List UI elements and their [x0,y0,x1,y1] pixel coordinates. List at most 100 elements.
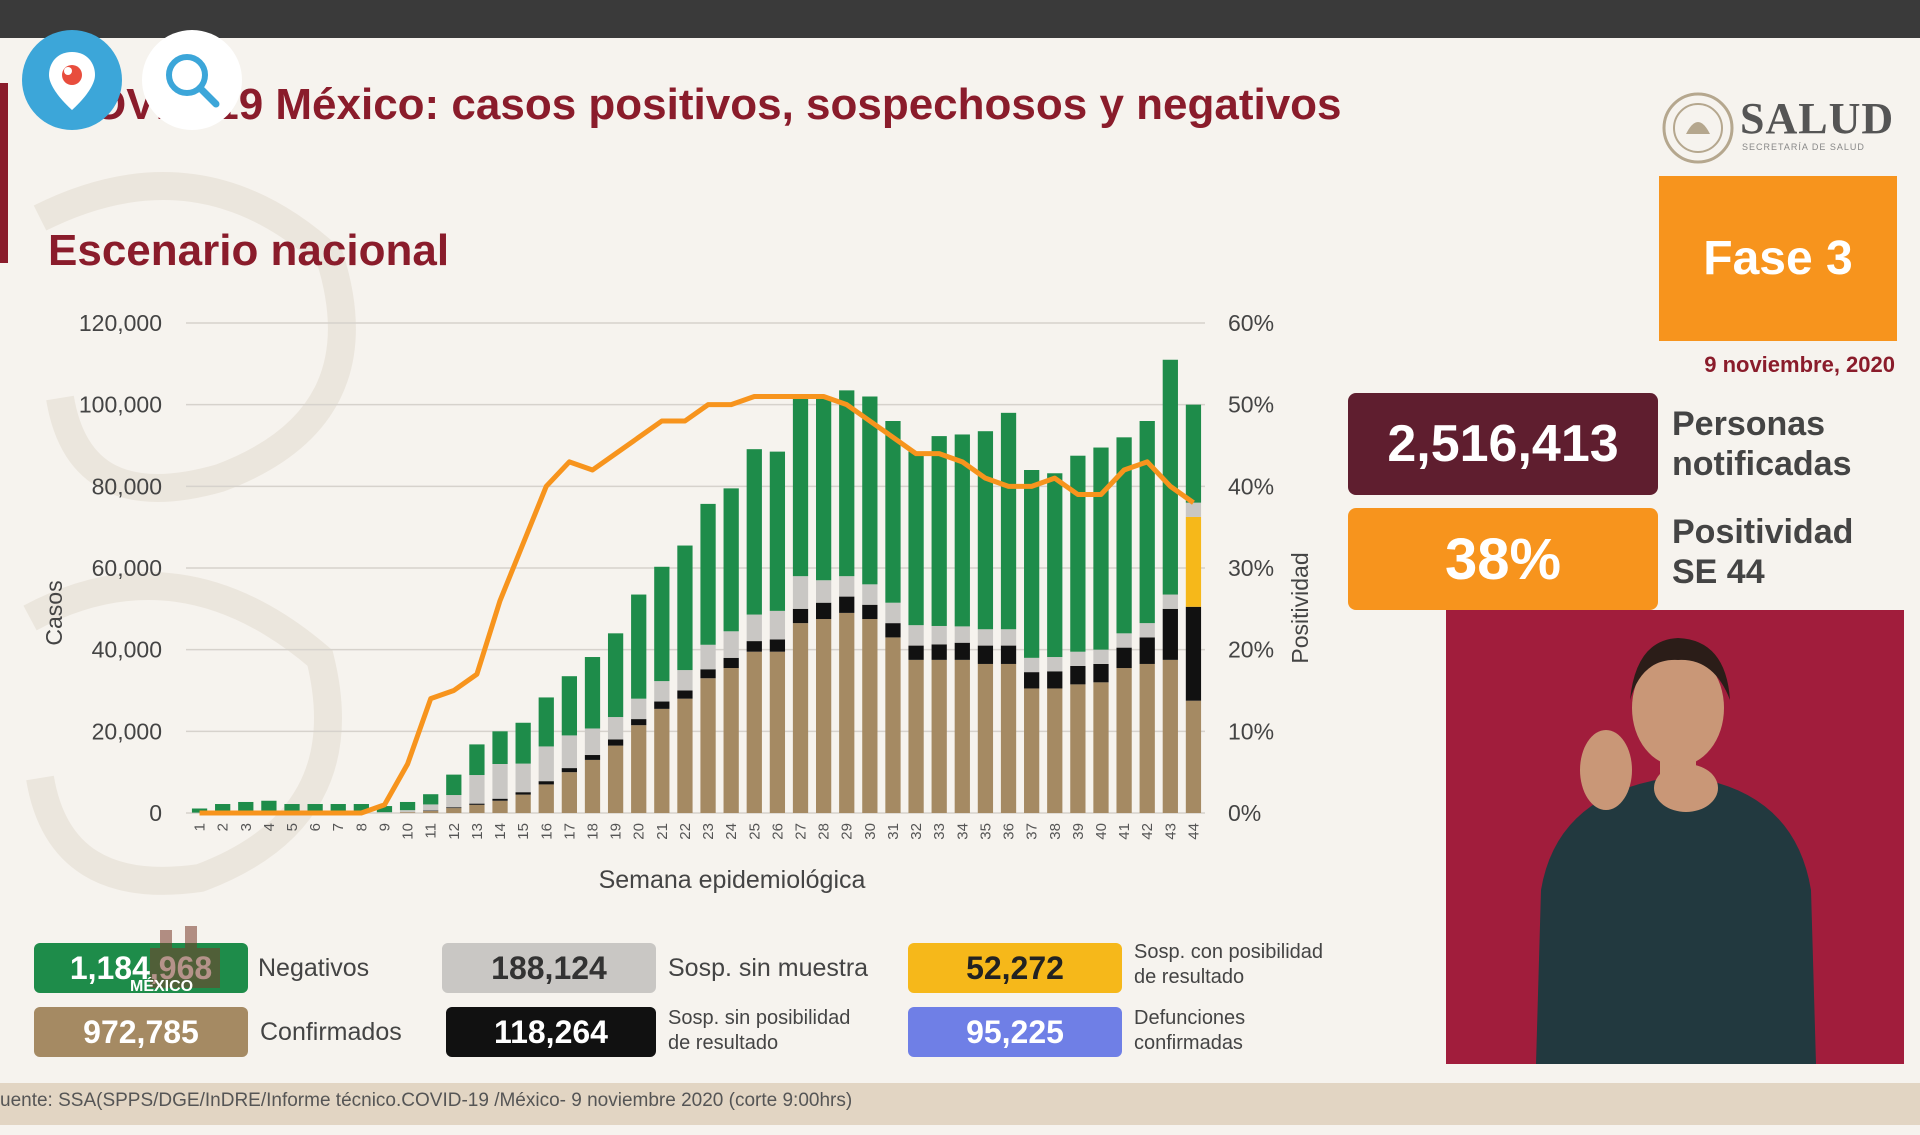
bar-segment-negativos [538,697,554,747]
notified-label: Personas notificadas [1672,404,1851,484]
bar-segment-negativos [1139,421,1155,624]
bar-segment-negativos [654,566,670,682]
bar-segment-negativos [238,801,254,813]
notified-value: 2,516,413 [1348,393,1658,495]
bar-segment-sosp-sin-posibilidad-de-resultado [746,641,762,652]
defunciones-label: Defunciones confirmadas [1134,1006,1374,1056]
y2-tick-label: 50% [1228,392,1274,418]
sosp-con-posibilidad-value: 52,272 [908,943,1122,993]
bar-segment-negativos [330,804,346,813]
bar-segment-sosp-sin-posibilidad-de-resultado [908,645,924,660]
search-button[interactable] [142,30,242,130]
bar-segment-sosp-sin-muestra [399,810,416,813]
bar-segment-sosp-sin-muestra [700,644,716,670]
x-tick-label: 39 [1070,823,1087,840]
bar-segment-confirmados [908,659,924,813]
bar-segment-sosp-sin-posibilidad-de-resultado [931,644,947,660]
x-tick-label: 17 [561,823,578,840]
defunciones-value: 95,225 [908,1007,1122,1057]
periscope-button[interactable] [22,30,122,130]
bar-segment-sosp-sin-posibilidad-de-resultado [538,781,554,785]
x-tick-label: 26 [769,823,786,840]
bar-segment-negativos [839,390,855,577]
y-tick-label: 120,000 [79,310,162,336]
bar-segment-confirmados [700,678,716,813]
bar-segment-confirmados [399,812,416,813]
bar-segment-negativos [261,800,277,813]
bar-segment-confirmados [815,619,832,813]
bar-segment-sosp-sin-posibilidad-de-resultado [631,719,647,726]
bar-segment-confirmados [1116,668,1132,813]
bar-segment-sosp-sin-posibilidad-de-resultado [607,739,624,746]
positivity-line-group [199,394,1195,816]
bar-segment-sosp-sin-posibilidad-de-resultado [815,602,832,620]
x-tick-label: 14 [492,823,509,840]
bar-segment-sosp-sin-posibilidad-de-resultado [677,690,693,699]
defunciones-line1: Defunciones [1134,1007,1246,1029]
bar-segment-confirmados [654,708,670,813]
bar-segment-negativos [584,657,601,729]
search-icon [166,54,220,108]
sign-language-interpreter [1446,610,1904,1064]
bar-segment-negativos [423,794,439,805]
bar-segment-sosp-sin-posibilidad-de-resultado [769,639,786,652]
bar-segment-negativos [977,431,994,630]
y2-tick-label: 20% [1228,637,1274,663]
bar-segment-confirmados [1047,688,1063,813]
positivity-label-line2: SE 44 [1672,553,1765,591]
bar-segment-sosp-sin-posibilidad-de-resultado [584,755,601,760]
sosp-sin-posibilidad-value: 118,264 [446,1007,656,1057]
bar-segment-sosp-sin-muestra [1116,633,1132,648]
salud-seal-icon [1662,92,1734,164]
bar-segment-confirmados [885,637,901,813]
bar-segment-sosp-sin-muestra [746,614,762,642]
sosp-sin-muestra-value: 188,124 [442,943,656,993]
bar-segment-sosp-sin-muestra [723,631,739,658]
bar-segment-negativos [492,731,508,764]
bar-segment-confirmados [1024,688,1040,813]
bar-segment-sosp-sin-muestra [839,576,855,597]
bar-segment-negativos [1070,455,1086,652]
bar-segment-sosp-sin-posibilidad-de-resultado [1162,608,1178,660]
chart-bars [191,359,1202,813]
bar-segment-sosp-sin-posibilidad-de-resultado [1000,645,1017,664]
bar-segment-sosp-sin-posibilidad-de-resultado [492,798,508,801]
bar-segment-sosp-sin-posibilidad-de-resultado [1116,647,1132,669]
x-tick-label: 35 [977,823,994,840]
bar-segment-negativos [284,804,300,813]
bar-segment-confirmados [769,651,786,813]
bar-segment-sosp-sin-muestra [908,625,924,646]
bar-segment-sosp-sin-muestra [376,812,393,813]
x-axis-title: Semana epidemiológica [599,866,866,894]
bar-segment-negativos [215,804,231,813]
x-tick-label: 21 [654,823,671,840]
bar-segment-sosp-sin-muestra [1047,657,1063,672]
x-tick-label: 13 [469,823,486,840]
bar-segment-negativos [769,451,786,611]
bar-segment-negativos [746,449,762,615]
x-tick-label: 22 [677,823,694,840]
y2-axis-labels: 0% 10% 20% 30% 40% 50% 60% [1228,310,1274,826]
y-tick-label: 60,000 [92,555,162,581]
bar-segment-negativos [607,633,624,718]
y-tick-label: 100,000 [79,392,162,418]
x-tick-label: 38 [1047,823,1064,840]
notified-label-line2: notificadas [1672,445,1852,483]
bar-segment-sosp-sin-muestra [1070,651,1086,666]
bar-segment-negativos [815,396,832,581]
bar-segment-sosp-sin-muestra [561,735,578,769]
x-tick-label: 10 [400,823,417,840]
bar-segment-sosp-sin-posibilidad-de-resultado [839,596,855,613]
sosp-sin-posibilidad-label: Sosp. sin posibilidad de resultado [668,1006,908,1056]
y2-tick-label: 0% [1228,800,1261,826]
negativos-label: Negativos [258,954,370,982]
x-tick-label: 4 [261,823,278,831]
bar-segment-negativos [469,744,485,776]
bar-segment-confirmados [584,759,601,813]
bar-segment-negativos [561,676,578,736]
bar-segment-sosp-sin-posibilidad-de-resultado [723,657,739,669]
positivity-label: Positividad SE 44 [1672,512,1853,592]
bar-segment-confirmados [1070,684,1086,813]
bar-segment-sosp-sin-muestra [584,728,601,756]
bar-segment-confirmados [723,668,739,813]
